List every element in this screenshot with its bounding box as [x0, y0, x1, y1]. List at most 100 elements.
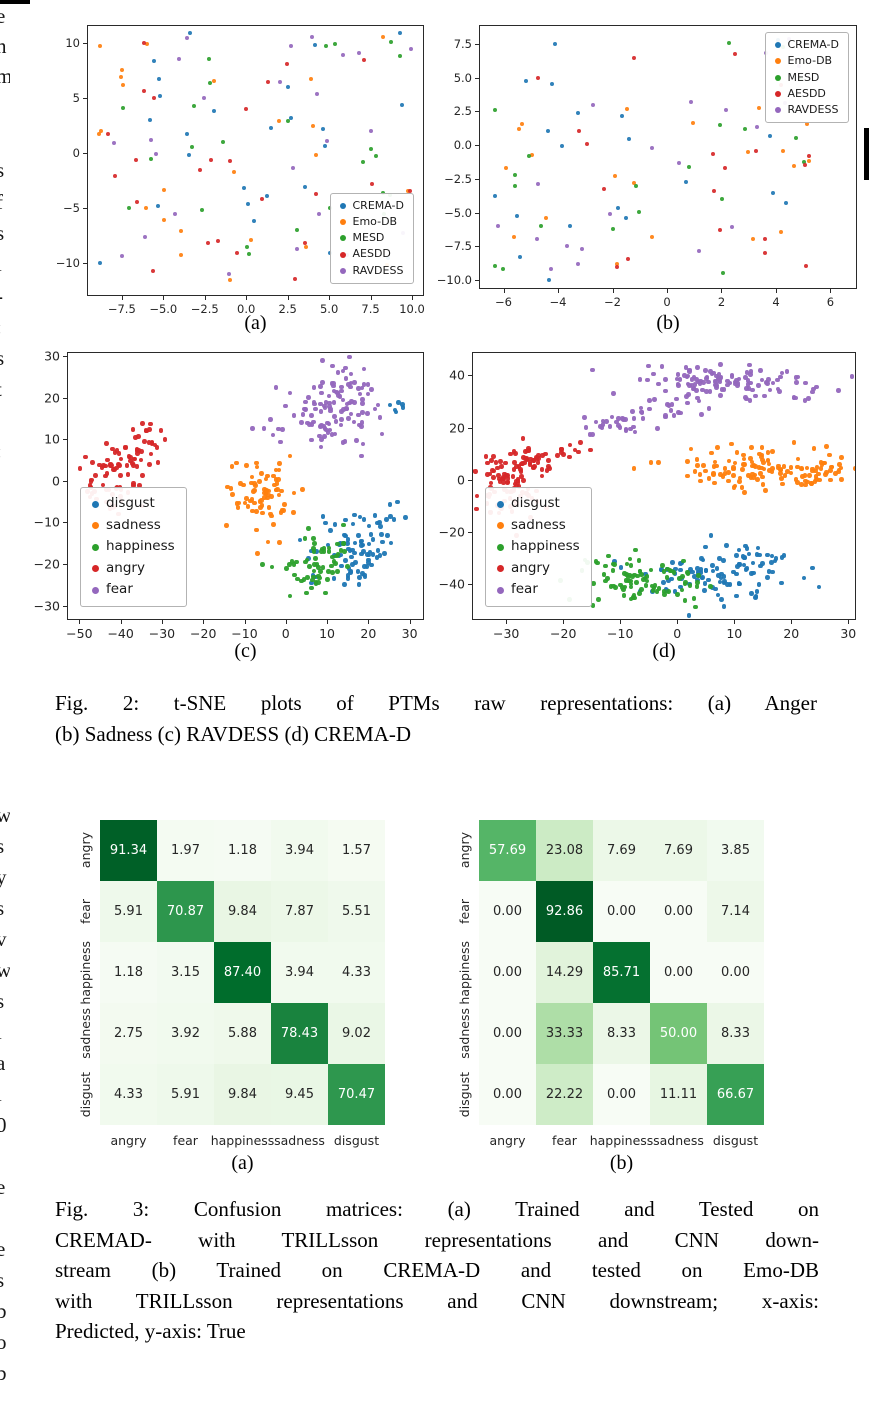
scatter-point	[735, 563, 740, 569]
scatter-point	[497, 476, 502, 482]
scatter-point	[706, 379, 711, 385]
scatter-point	[326, 569, 331, 574]
scatter-point	[561, 451, 566, 457]
scatter-point	[618, 565, 624, 570]
matrix-row-label: fear	[74, 881, 96, 942]
scatter-point	[712, 480, 717, 486]
scatter-point	[806, 395, 811, 401]
scatter-point	[270, 432, 276, 438]
subcaption-matrix-a: (a)	[231, 1152, 254, 1174]
legend-marker-icon	[339, 218, 346, 225]
scatter-point	[729, 441, 735, 447]
scatter-point	[719, 596, 724, 602]
scatter-point	[318, 383, 323, 389]
scatter-point	[332, 431, 338, 437]
scatter-point	[713, 382, 718, 388]
matrix-cell: 3.85	[707, 820, 764, 881]
scatter-point	[398, 53, 403, 58]
scatter-point	[623, 578, 629, 584]
scatter-point	[309, 437, 315, 443]
scatter-point	[312, 562, 317, 567]
scatter-point	[224, 484, 230, 490]
scatter-point	[546, 458, 551, 464]
scatter-point	[838, 465, 844, 471]
subcaption-matrix-b: (b)	[609, 1152, 634, 1174]
scatter-point	[744, 386, 749, 391]
scatter-point	[316, 573, 321, 579]
scatter-point	[769, 469, 775, 474]
scatter-point	[299, 420, 304, 425]
scatter-point	[493, 460, 499, 465]
scatter-point	[346, 382, 351, 387]
scatter-point	[546, 465, 552, 471]
scatter-point	[645, 377, 651, 383]
scatter-point	[229, 464, 235, 469]
scatter-point	[493, 264, 498, 269]
scatter-point	[648, 460, 654, 465]
scatter-point	[147, 427, 152, 432]
scatter-point	[722, 579, 727, 585]
scatter-point	[147, 462, 152, 467]
scatter-point	[631, 416, 637, 421]
scatter-point	[721, 574, 727, 580]
scatter-point	[600, 422, 606, 427]
scatter-point	[125, 472, 131, 477]
legend-label: Emo-DB	[352, 214, 398, 228]
scatter-point	[819, 462, 825, 468]
scatter-point	[822, 460, 827, 466]
scatter-point	[112, 173, 117, 178]
x-tick-label: −10	[231, 626, 258, 641]
scatter-point	[765, 381, 770, 386]
scatter-point	[498, 459, 503, 464]
scatter-point	[306, 526, 311, 531]
scatter-point	[795, 456, 801, 462]
scatter-point	[652, 396, 657, 402]
x-tick-label: 5.0	[319, 302, 339, 316]
legend-label: fear	[106, 581, 133, 598]
matrix-row-label-text: disgust	[77, 1071, 93, 1118]
matrix-row-label: sadness	[74, 1003, 96, 1064]
scatter-point	[162, 217, 167, 222]
scatter-point	[725, 582, 730, 588]
scatter-point	[712, 459, 718, 465]
scatter-point	[152, 58, 156, 63]
matrix-row-label-text: sadness	[456, 1008, 472, 1059]
scatter-point	[277, 461, 282, 466]
scatter-point	[362, 564, 367, 569]
x-tick-label: 10.0	[399, 302, 425, 316]
scatter-point	[678, 560, 684, 566]
scatter-point	[828, 477, 833, 483]
legend-entry: AESDD	[339, 247, 405, 261]
y-tick-mark	[475, 212, 479, 214]
scatter-point	[692, 574, 697, 579]
scatter-point	[727, 582, 733, 587]
scatter-point	[330, 570, 335, 576]
scatter-point	[374, 555, 380, 560]
scatter-point	[675, 410, 681, 415]
scatter-point	[734, 571, 739, 577]
scatter-point	[112, 141, 117, 146]
scatter-point	[778, 471, 783, 477]
scatter-point	[311, 124, 316, 129]
scatter-point	[828, 464, 834, 470]
scatter-point	[369, 387, 374, 392]
scatter-point	[344, 564, 350, 570]
scatter-point	[623, 216, 628, 221]
scatter-point	[128, 458, 133, 464]
scatter-point	[695, 580, 700, 586]
scatter-point	[259, 197, 264, 202]
scatter-point	[663, 377, 668, 383]
scatter-point	[588, 447, 593, 453]
scatter-point	[311, 549, 317, 554]
scatter-point	[274, 481, 280, 486]
matrix-cell: 7.69	[593, 820, 650, 881]
scatter-point	[678, 567, 683, 573]
scatter-point	[291, 562, 297, 567]
scatter-point	[244, 463, 249, 469]
scatter-point	[488, 480, 494, 486]
scatter-point	[610, 568, 616, 573]
scatter-point	[334, 553, 339, 559]
scatter-point	[257, 479, 263, 484]
scatter-point	[696, 398, 702, 404]
matrix-row-label: fear	[453, 881, 475, 942]
